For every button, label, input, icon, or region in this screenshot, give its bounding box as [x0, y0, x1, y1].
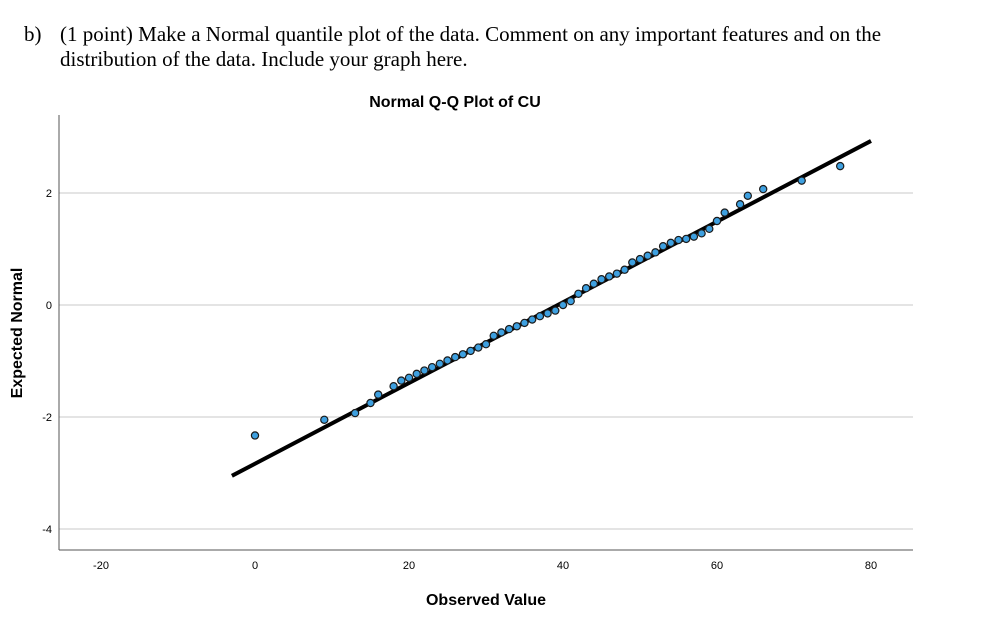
data-points [250, 161, 845, 440]
data-point [759, 184, 768, 194]
data-point [574, 289, 583, 298]
data-point [643, 251, 652, 260]
data-point [735, 199, 745, 209]
data-point [705, 224, 714, 234]
data-point [443, 356, 452, 365]
data-point [836, 161, 845, 171]
x-tick-label: -20 [93, 560, 109, 572]
data-point [620, 265, 629, 274]
x-tick-label: 60 [711, 560, 723, 572]
data-point [420, 366, 429, 375]
x-tick-labels: -20 0 20 40 60 80 [93, 560, 877, 572]
x-tick-label: 20 [403, 560, 415, 572]
data-point [474, 343, 483, 352]
data-point [589, 279, 599, 288]
data-point [451, 352, 460, 362]
data-point [412, 369, 421, 379]
data-point [497, 328, 506, 337]
data-point [581, 284, 591, 293]
x-tick-label: 0 [252, 560, 258, 572]
data-point [720, 208, 729, 217]
x-tick-label: 80 [865, 560, 877, 572]
data-point [628, 258, 637, 267]
data-point [666, 238, 676, 248]
data-point [389, 382, 398, 391]
data-point [658, 241, 668, 251]
y-tick-label: 2 [46, 188, 52, 200]
x-tick-label: 40 [557, 560, 569, 572]
data-point [535, 312, 545, 321]
data-point [481, 340, 491, 349]
data-point [397, 376, 406, 385]
data-point [597, 275, 606, 284]
data-point [651, 248, 660, 257]
y-axis-label: Expected Normal [9, 268, 26, 399]
chart-title: Normal Q-Q Plot of CU [369, 94, 541, 111]
data-point [458, 350, 468, 359]
data-point [427, 362, 437, 372]
question-text-block: b) (1 point) Make a Normal quantile plot… [24, 22, 964, 72]
data-point [612, 269, 622, 278]
data-point [489, 331, 498, 340]
y-tick-label: 0 [46, 300, 52, 312]
data-point [512, 322, 522, 331]
data-point [350, 408, 360, 418]
y-tick-labels: 2 0 -2 -4 [42, 188, 52, 536]
data-point [712, 216, 722, 226]
data-point [743, 191, 753, 200]
data-point [605, 272, 614, 281]
data-point [435, 359, 444, 368]
data-point [250, 431, 260, 440]
data-point [366, 398, 375, 408]
data-point [374, 390, 383, 399]
data-point [520, 318, 529, 328]
data-point [320, 415, 329, 424]
data-point [543, 309, 552, 318]
data-point [635, 254, 645, 264]
gridlines [59, 192, 913, 530]
data-point [551, 306, 560, 315]
question-label: b) [24, 22, 42, 46]
data-point [528, 315, 537, 324]
x-axis-label: Observed Value [426, 592, 546, 609]
data-point [682, 234, 691, 244]
data-point [504, 324, 514, 334]
data-point [466, 346, 475, 356]
reference-line [230, 139, 872, 478]
question-prompt: (1 point) Make a Normal quantile plot of… [60, 22, 882, 71]
data-point [558, 300, 568, 310]
data-point [689, 232, 699, 241]
data-point [566, 296, 575, 306]
y-tick-label: -4 [42, 524, 52, 536]
data-point [797, 176, 806, 185]
data-point [697, 229, 706, 238]
data-point [404, 373, 414, 382]
data-point [674, 235, 683, 245]
y-tick-label: -2 [42, 412, 52, 424]
